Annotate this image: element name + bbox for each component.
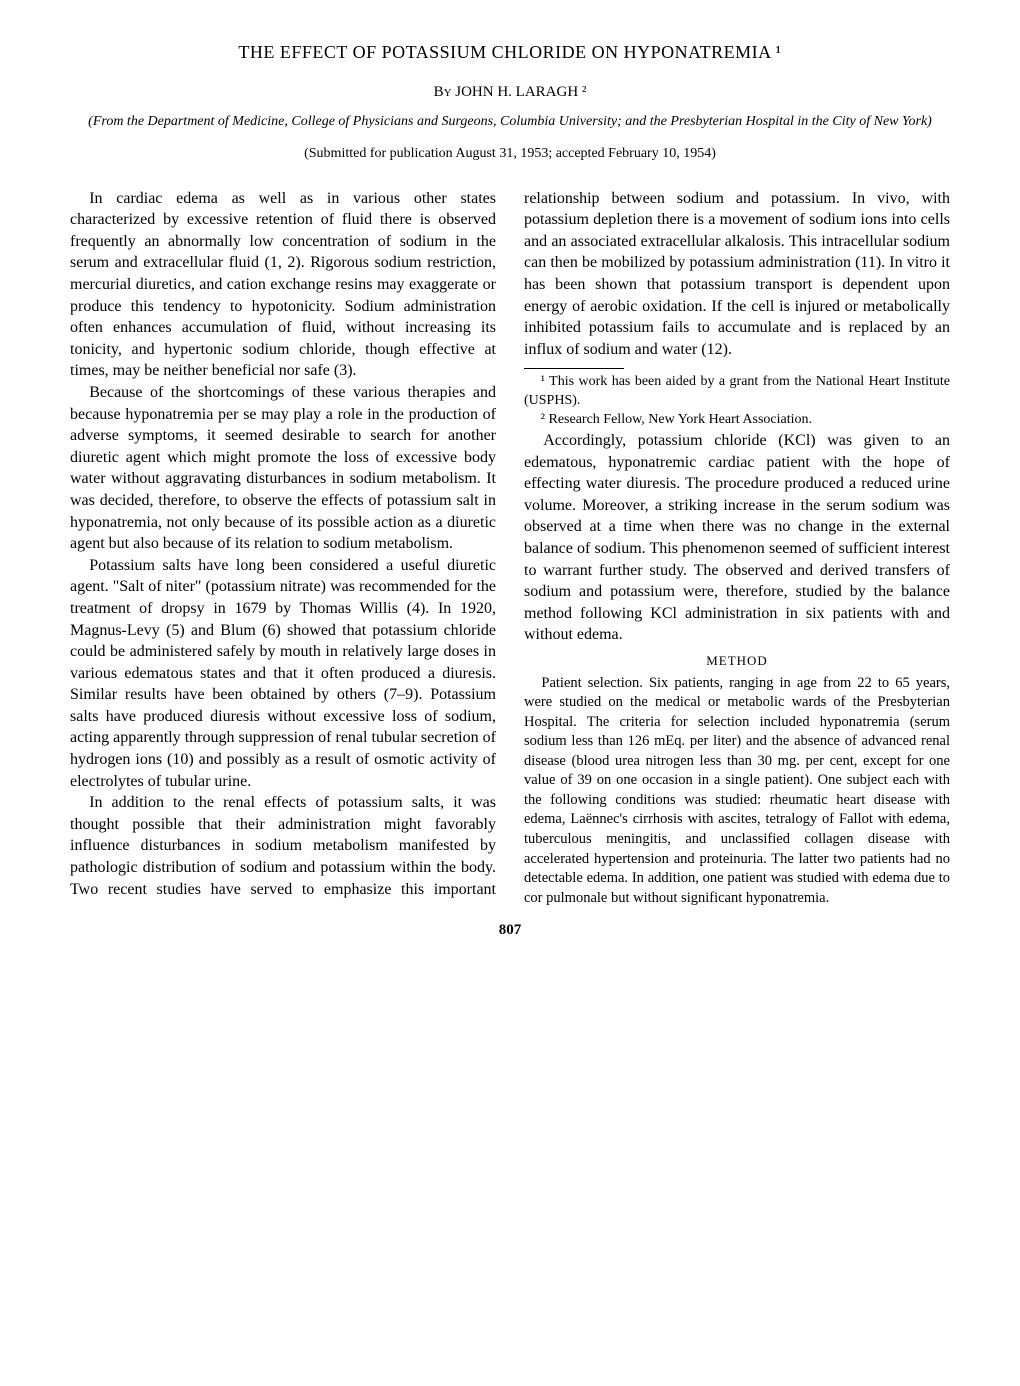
author-name: JOHN H. LARAGH ²: [455, 84, 586, 100]
article-title: THE EFFECT OF POTASSIUM CHLORIDE ON HYPO…: [70, 40, 950, 64]
body-paragraph: Accordingly, potassium chloride (KCl) wa…: [524, 430, 950, 646]
method-heading: METHOD: [524, 652, 950, 670]
body-paragraph: Because of the shortcomings of these var…: [70, 382, 496, 555]
page-number: 807: [70, 920, 950, 940]
footnote-2: ² Research Fellow, New York Heart Associ…: [524, 411, 950, 430]
footnotes: ¹ This work has been aided by a grant fr…: [524, 368, 950, 430]
method-paragraph: Patient selection. Six patients, ranging…: [524, 674, 950, 909]
body-columns: In cardiac edema as well as in various o…: [70, 188, 950, 909]
body-paragraph: Potassium salts have long been considere…: [70, 555, 496, 793]
submission-dates: (Submitted for publication August 31, 19…: [70, 145, 950, 164]
byline-by: By: [434, 84, 452, 100]
footnote-1: ¹ This work has been aided by a grant fr…: [524, 373, 950, 411]
byline: By JOHN H. LARAGH ²: [70, 82, 950, 102]
affiliation: (From the Department of Medicine, Colleg…: [70, 113, 950, 131]
body-paragraph: In cardiac edema as well as in various o…: [70, 188, 496, 382]
footnote-rule: [524, 368, 624, 369]
